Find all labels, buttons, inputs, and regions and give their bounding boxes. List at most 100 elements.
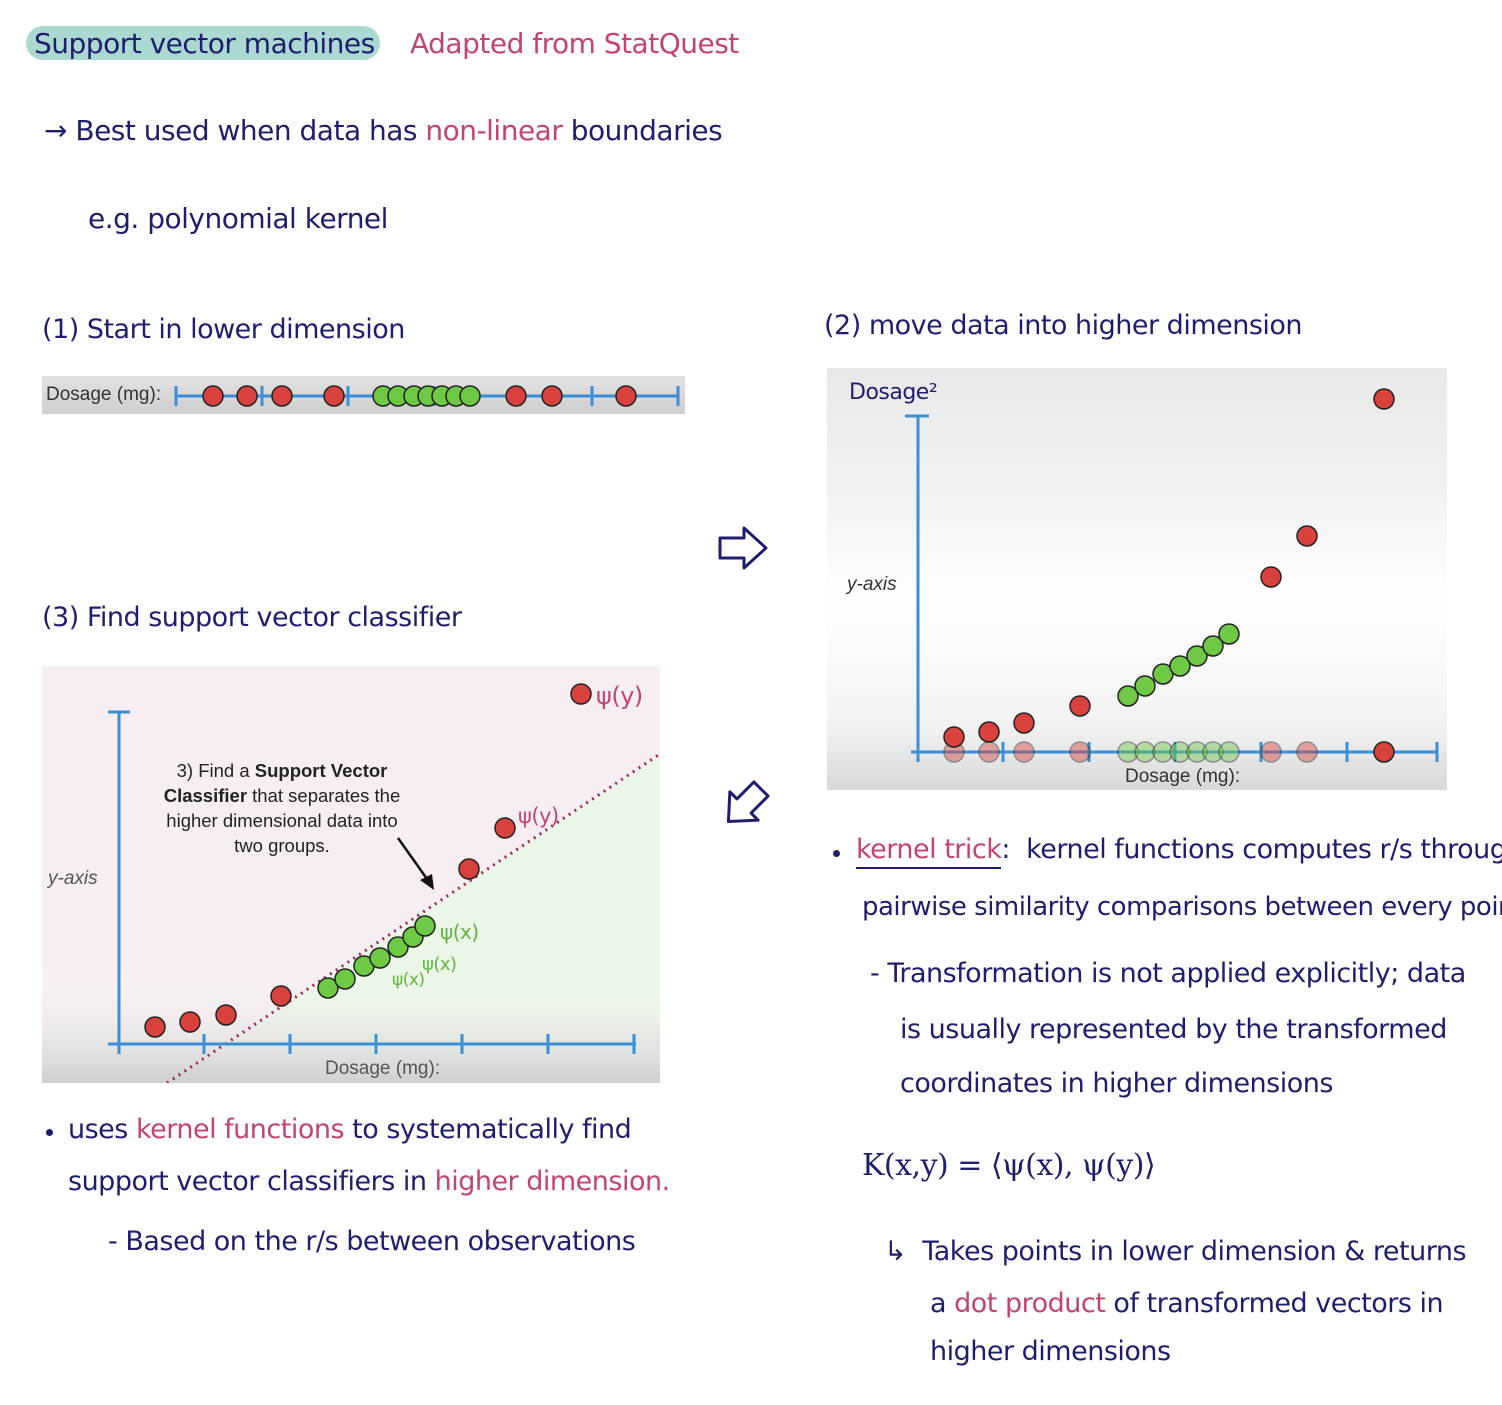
panel3-red-point: [494, 817, 516, 839]
step2-heading: (2) move data into higher dimension: [824, 310, 1303, 341]
intro-line: → Best used when data has non-linear bou…: [44, 114, 723, 147]
step1-heading: (1) Start in lower dimension: [42, 314, 405, 345]
panel3-svg: [42, 666, 660, 1083]
panel3-green-point: [334, 968, 356, 990]
panel3-callout: 3) Find a Support Vector Classifier that…: [132, 758, 432, 858]
callout-arrow-head: [420, 874, 434, 890]
panel2-projected-point: [978, 741, 1000, 763]
arrow-right-outline-icon: [718, 526, 768, 570]
panel2-projected-point: [1202, 741, 1224, 763]
panel1-red-point: [202, 385, 224, 407]
return-arrow-icon: ↳: [884, 1236, 907, 1267]
transform-line2: is usually represented by the transforme…: [900, 1014, 1447, 1045]
svc-dotted-line: [166, 752, 660, 1083]
panel2-point: [1186, 645, 1208, 667]
returns-line3: higher dimensions: [930, 1336, 1171, 1367]
kernel-trick-line1: kernel trick: kernel functions computes …: [856, 834, 1502, 869]
panel2-y-label: y-axis: [847, 574, 897, 595]
panel2-y-top-label: Dosage²: [849, 380, 938, 405]
transform-line3: coordinates in higher dimensions: [900, 1068, 1333, 1099]
source-note: Adapted from StatQuest: [410, 27, 739, 60]
panel2-svg: [905, 388, 1439, 763]
panel2-point: [1373, 388, 1395, 410]
ann-psi-x-1: ψ(x): [440, 920, 479, 944]
kernel-functions-highlight: kernel functions: [135, 1114, 345, 1145]
right-bullet: [833, 850, 840, 857]
panel3-red-point: [458, 858, 480, 880]
panel2-projected-point: [1134, 741, 1156, 763]
ann-psi-y-mid: ψ(y): [518, 804, 559, 828]
kernel-formula: K(x,y) = ⟨ψ(x), ψ(y)⟩: [862, 1148, 1156, 1183]
panel3-green-point: [369, 947, 391, 969]
panel3-red-point: [144, 1016, 166, 1038]
panel2-projected-point: [1069, 741, 1091, 763]
intro-highlight: non-linear: [425, 114, 563, 147]
panel2-projected-point: [1218, 741, 1240, 763]
dot-product-highlight: dot product: [954, 1288, 1106, 1319]
left-bullet: [46, 1129, 53, 1136]
ann-psi-y-top: ψ(y): [596, 682, 643, 710]
intro-example: e.g. polynomial kernel: [88, 202, 388, 235]
callout-line4: two groups.: [234, 835, 330, 856]
panel2-projected-point: [1013, 741, 1035, 763]
returns-line1: ↳ Takes points in lower dimension & retu…: [884, 1236, 1467, 1267]
panel1-red-point: [505, 385, 527, 407]
kernel-trick-line2: pairwise similarity comparisons between …: [862, 892, 1502, 922]
panel3-red-point: [179, 1011, 201, 1033]
callout-line2: Classifier that separates the: [163, 785, 401, 806]
panel3-green-point: [317, 977, 339, 999]
step3-heading: (3) Find support vector classifier: [42, 602, 462, 633]
panel2-projected-point: [1296, 741, 1318, 763]
kernel-trick-label: kernel trick: [856, 834, 1002, 869]
transform-line1: - Transformation is not applied explicit…: [870, 958, 1466, 989]
panel2-point: [978, 721, 1000, 743]
ann-psi-x-2: ψ(x): [422, 954, 457, 975]
panel2-point: [1134, 675, 1156, 697]
panel3-red-point: [215, 1004, 237, 1026]
panel2-plot-area: Dosage² y-axis Dosage (mg):: [827, 368, 1447, 790]
callout-line3: higher dimensional data into: [166, 810, 398, 831]
panel1-red-point: [541, 385, 563, 407]
panel3-red-point: [570, 683, 592, 705]
panel2-point: [1202, 635, 1224, 657]
panel2-projected-point: [1169, 741, 1191, 763]
panel1-green-point: [459, 385, 481, 407]
panel2-projected-point: [1260, 741, 1282, 763]
panel3-x-label: Dosage (mg):: [325, 1058, 441, 1079]
panel3-plot-area: y-axis Dosage (mg): 3) Find a Support Ve…: [42, 666, 660, 1083]
ann-psi-x-3: ψ(x): [392, 970, 425, 990]
panel2-point: [1169, 655, 1191, 677]
arrow-down-left-outline-icon: [726, 780, 770, 824]
higher-dimension-highlight: higher dimension.: [434, 1166, 671, 1197]
panel1-axis-label: Dosage (mg):: [46, 384, 162, 405]
panel2-point: [1069, 695, 1091, 717]
panel1-plot: [174, 385, 680, 407]
panel2-projected-point: [1186, 741, 1208, 763]
panel2-point: [1373, 741, 1395, 763]
panel3-y-label: y-axis: [48, 868, 98, 889]
panel2-point: [1117, 685, 1139, 707]
panel1-red-point: [615, 385, 637, 407]
panel1-red-point: [236, 385, 258, 407]
panel2-point: [1260, 566, 1282, 588]
callout-line1: 3) Find a Support Vector: [176, 760, 388, 781]
panel2-point: [1296, 525, 1318, 547]
panel2-point: [943, 726, 965, 748]
panel2-projected-point: [1117, 741, 1139, 763]
intro-arrow-icon: →: [44, 114, 67, 147]
panel1-red-point: [271, 385, 293, 407]
left-note-line1: uses kernel functions to systematically …: [68, 1114, 632, 1145]
returns-line2: a dot product of transformed vectors in: [930, 1288, 1444, 1319]
panel2-projected-point: [1152, 741, 1174, 763]
panel3-green-point: [414, 915, 436, 937]
left-note-sub: - Based on the r/s between observations: [108, 1226, 636, 1257]
panel3-red-point: [270, 985, 292, 1007]
intro-text-end: boundaries: [570, 114, 723, 147]
title-highlight: [26, 26, 380, 60]
panel2-point: [1013, 712, 1035, 734]
panel1-number-line: Dosage (mg):: [42, 376, 685, 414]
panel1-red-point: [323, 385, 345, 407]
panel2-point: [1218, 623, 1240, 645]
intro-text-start: Best used when data has: [75, 114, 417, 147]
page-title: Support vector machines: [34, 27, 375, 60]
